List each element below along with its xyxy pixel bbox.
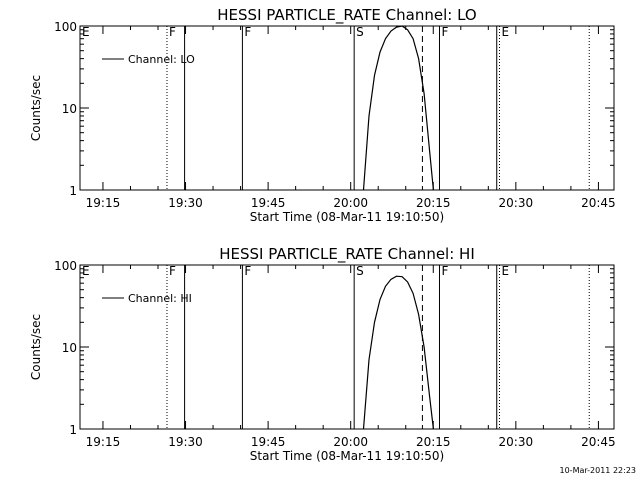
event-marker-label-lo: S (356, 25, 364, 39)
y-tick-label-lo: 100 (54, 20, 77, 34)
event-marker-label-hi: E (501, 264, 509, 278)
x-tick-label-hi: 19:15 (86, 435, 121, 449)
y-tick-label-hi: 1 (69, 423, 77, 437)
y-tick-label-lo: 1 (69, 184, 77, 198)
event-marker-label-hi: E (82, 264, 90, 278)
x-tick-label-lo: 20:00 (333, 196, 368, 210)
x-tick-label-hi: 20:30 (499, 435, 534, 449)
x-axis-label-hi: Start Time (08-Mar-11 19:10:50) (250, 449, 444, 463)
x-tick-label-lo: 19:45 (251, 196, 286, 210)
x-tick-label-lo: 20:45 (581, 196, 616, 210)
x-tick-label-hi: 20:15 (416, 435, 451, 449)
x-tick-label-hi: 19:45 (251, 435, 286, 449)
series-line-hi (362, 275, 434, 430)
event-marker-label-lo: E (82, 25, 90, 39)
x-axis-label-lo: Start Time (08-Mar-11 19:10:50) (250, 210, 444, 224)
x-tick-label-hi: 20:00 (333, 435, 368, 449)
event-marker-label-hi: F (441, 264, 448, 278)
event-marker-label-hi: F (169, 264, 176, 278)
event-marker-label-lo: F (169, 25, 176, 39)
event-marker-label-lo: F (441, 25, 448, 39)
plot-frame-lo (79, 25, 615, 191)
event-marker-label-hi: F (244, 264, 251, 278)
plot-timestamp: 10-Mar-2011 22:23 (559, 466, 637, 475)
chart-title-hi: HESSI PARTICLE_RATE Channel: HI (219, 245, 475, 264)
x-tick-label-lo: 19:30 (168, 196, 203, 210)
event-marker-label-hi: S (356, 264, 364, 278)
chart-title-lo: HESSI PARTICLE_RATE Channel: LO (217, 6, 476, 25)
x-tick-label-lo: 20:15 (416, 196, 451, 210)
x-tick-label-hi: 20:45 (581, 435, 616, 449)
y-tick-label-hi: 10 (62, 341, 77, 355)
x-tick-label-lo: 19:15 (86, 196, 121, 210)
legend-label-hi: Channel: HI (128, 292, 192, 305)
x-tick-label-hi: 19:30 (168, 435, 203, 449)
series-line-lo (362, 25, 434, 191)
plot-frame-hi (79, 264, 615, 430)
x-tick-label-lo: 20:30 (499, 196, 534, 210)
y-axis-label-lo: Counts/sec (29, 75, 43, 141)
event-marker-label-lo: F (244, 25, 251, 39)
y-tick-label-hi: 100 (54, 259, 77, 273)
event-marker-label-lo: E (501, 25, 509, 39)
y-axis-label-hi: Counts/sec (29, 314, 43, 380)
y-tick-label-lo: 10 (62, 102, 77, 116)
legend-label-lo: Channel: LO (128, 53, 195, 66)
